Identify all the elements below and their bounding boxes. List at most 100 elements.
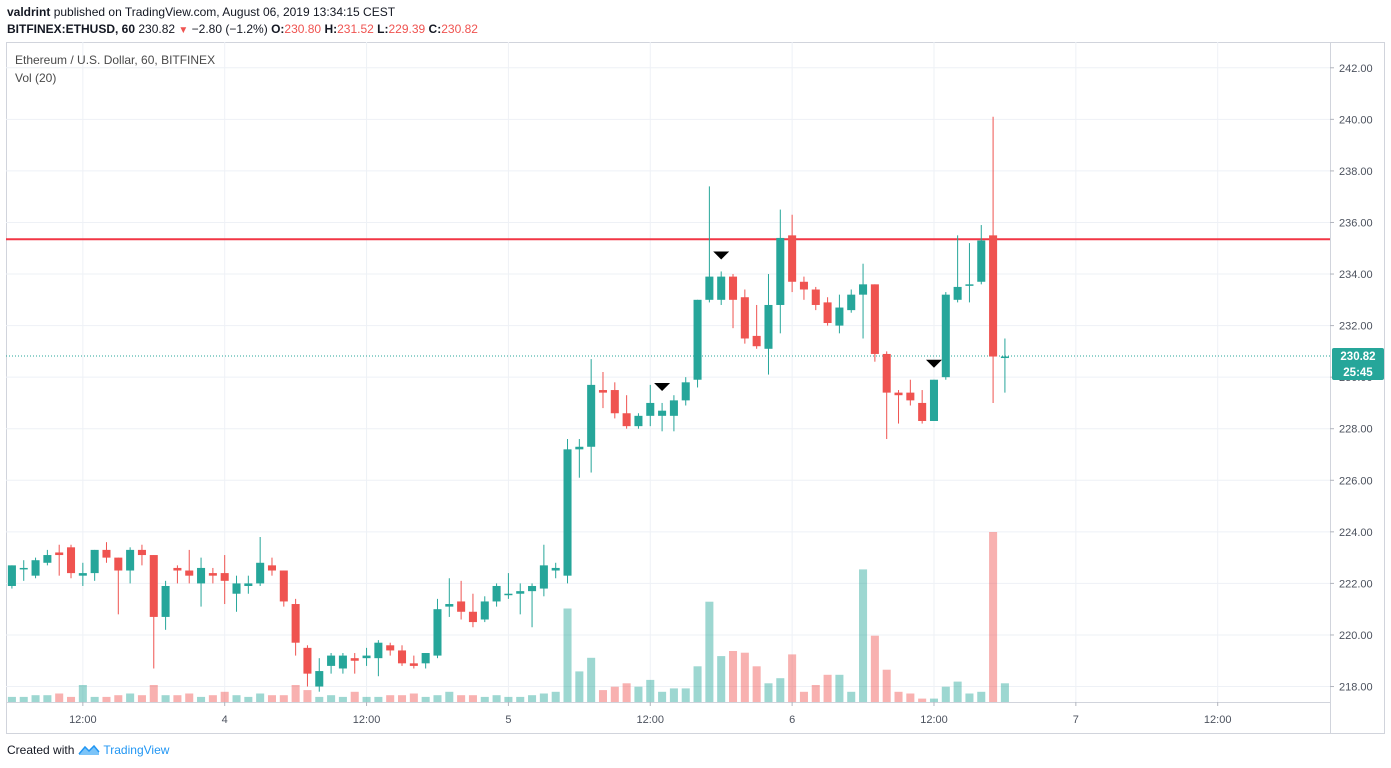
candle[interactable] [859,263,868,339]
candle[interactable] [185,549,194,584]
candle[interactable] [90,549,99,581]
candle[interactable] [197,557,206,607]
candle[interactable] [244,575,253,594]
candle[interactable] [658,402,667,432]
candle[interactable] [374,640,383,677]
candle[interactable] [740,289,749,344]
candle[interactable] [776,209,785,334]
time-axis[interactable]: 12:00 4 12:00 5 12:00 6 12:00 7 12:00 [69,702,1231,726]
candle[interactable] [208,567,217,584]
candle[interactable] [114,557,123,615]
candle[interactable] [563,439,572,584]
candle[interactable] [528,583,537,628]
candle-body [882,353,891,393]
candle[interactable] [989,116,998,403]
candle[interactable] [811,286,820,311]
candle[interactable] [7,565,16,589]
candle-body [634,415,643,427]
candle[interactable] [327,653,336,674]
candle[interactable] [303,645,312,687]
candlesticks[interactable] [7,116,1009,692]
volume-bar [658,691,667,702]
candle[interactable] [161,580,170,630]
candle[interactable] [409,655,418,669]
candle[interactable] [823,297,832,326]
candle[interactable] [492,583,501,607]
candle[interactable] [445,578,454,617]
candle[interactable] [717,271,726,305]
candle[interactable] [468,593,477,628]
candle[interactable] [421,653,430,669]
candle[interactable] [338,653,347,674]
candle[interactable] [646,384,655,427]
candle[interactable] [232,575,241,612]
candle[interactable] [126,547,135,584]
candle[interactable] [634,413,643,429]
candle[interactable] [575,439,584,478]
candle[interactable] [149,555,158,669]
volume-bar [208,695,217,702]
candle[interactable] [906,379,915,406]
candle[interactable] [102,542,111,563]
candle[interactable] [918,390,927,424]
candle[interactable] [929,379,939,421]
candle[interactable] [894,390,903,424]
candle[interactable] [835,294,844,334]
candle[interactable] [78,562,87,586]
candle[interactable] [457,580,466,620]
candle[interactable] [516,583,525,615]
candle[interactable] [977,225,986,285]
candle[interactable] [1000,338,1009,393]
candle[interactable] [587,359,596,473]
tradingview-brand[interactable]: TradingView [78,741,169,759]
candle[interactable] [386,642,395,656]
publisher-name[interactable]: valdrint [7,5,51,19]
candle[interactable] [291,598,300,656]
candle[interactable] [433,598,442,659]
candle[interactable] [504,573,513,599]
candle[interactable] [31,557,40,579]
candle[interactable] [66,544,76,579]
candle[interactable] [19,560,28,581]
candle[interactable] [622,395,631,429]
volume-bar [279,695,288,702]
candle[interactable] [882,351,891,440]
volume-bar [811,685,820,702]
candle[interactable] [941,292,950,380]
candle[interactable] [267,557,277,576]
candle[interactable] [764,274,773,375]
candle[interactable] [598,372,608,409]
candle[interactable] [362,647,371,666]
candle[interactable] [728,274,738,329]
candle[interactable] [256,537,265,586]
candle[interactable] [953,235,962,303]
candle[interactable] [173,565,182,584]
candle[interactable] [43,549,52,566]
price-chart[interactable]: 218.00 220.00 222.00 224.00 226.00 228.00 230.… [6,42,1385,734]
candle[interactable] [693,299,702,388]
candle[interactable] [799,276,808,300]
candle[interactable] [315,658,324,692]
created-with-label: Created with [7,743,75,757]
candle[interactable] [870,284,879,362]
candle[interactable] [350,653,359,674]
candle[interactable] [539,544,548,597]
candle[interactable] [279,570,288,607]
candle[interactable] [137,544,146,566]
candle[interactable] [55,544,64,576]
candle[interactable] [681,377,690,406]
candle[interactable] [965,243,974,303]
candle[interactable] [669,395,678,432]
price-tick-label: 242.00 [1339,63,1373,75]
candle[interactable] [480,596,489,623]
candle[interactable] [788,214,797,293]
candle[interactable] [397,645,407,666]
candle[interactable] [752,304,761,349]
candle[interactable] [705,186,714,303]
candle[interactable] [551,562,560,579]
chart-frame[interactable]: 218.00 220.00 222.00 224.00 226.00 228.00 230.… [6,42,1385,734]
candle[interactable] [220,555,229,605]
candle[interactable] [610,382,619,419]
candle-body [929,379,939,421]
candle[interactable] [847,289,856,313]
